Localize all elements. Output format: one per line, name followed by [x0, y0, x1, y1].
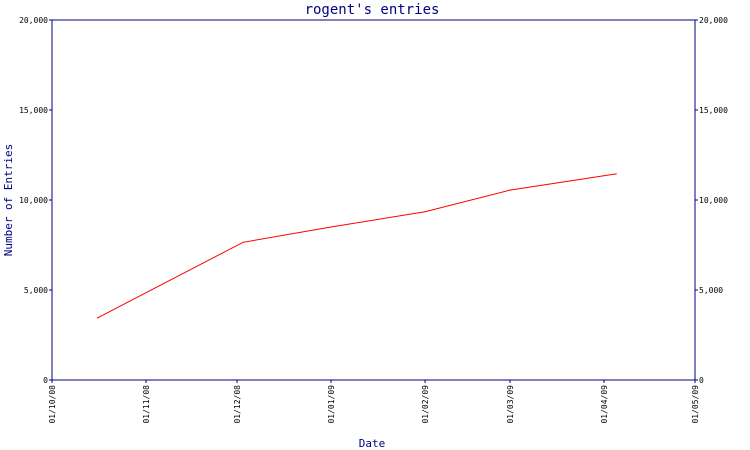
x-tick-label: 01/03/09	[506, 385, 515, 424]
x-axis-label: Date	[359, 437, 386, 450]
data-point	[424, 211, 426, 213]
plot-area-frame	[51, 19, 696, 381]
data-point	[242, 241, 244, 243]
x-tick-label: 01/12/08	[233, 385, 242, 424]
y-tick-label-right: 15,000	[699, 106, 728, 115]
x-tick-label: 01/02/09	[421, 385, 430, 424]
y-tick-label-right: 0	[699, 376, 704, 385]
y-tick-label-right: 10,000	[699, 196, 728, 205]
y-axis-left: 0 5,000 10,000 15,000 20,000	[19, 16, 52, 385]
y-tick-label-right: 5,000	[699, 286, 723, 295]
y-axis-right: 0 5,000 10,000 15,000 20,000	[695, 16, 728, 385]
x-tick-label: 01/01/09	[327, 385, 336, 424]
y-tick-label-left: 5,000	[24, 286, 48, 295]
x-tick-label: 01/10/08	[48, 385, 57, 424]
x-tick-label: 01/11/08	[142, 385, 151, 424]
y-tick-label-right: 20,000	[699, 16, 728, 25]
x-tick-label: 01/05/09	[691, 385, 700, 424]
series-layer	[96, 173, 617, 319]
data-point	[330, 226, 332, 228]
data-point	[509, 189, 511, 191]
x-axis: 01/10/08 01/11/08 01/12/08 01/01/09 01/02/09…	[48, 380, 700, 424]
y-axis-label: Number of Entries	[2, 144, 15, 257]
y-tick-label-left: 15,000	[19, 106, 48, 115]
data-point	[96, 317, 99, 319]
y-tick-label-left: 0	[43, 376, 48, 385]
data-point	[615, 173, 617, 175]
chart-title: rogent's entries	[305, 2, 440, 18]
series-line	[97, 173, 617, 319]
y-tick-label-left: 20,000	[19, 16, 48, 25]
y-tick-label-left: 10,000	[19, 196, 48, 205]
x-tick-label: 01/04/09	[600, 385, 609, 424]
